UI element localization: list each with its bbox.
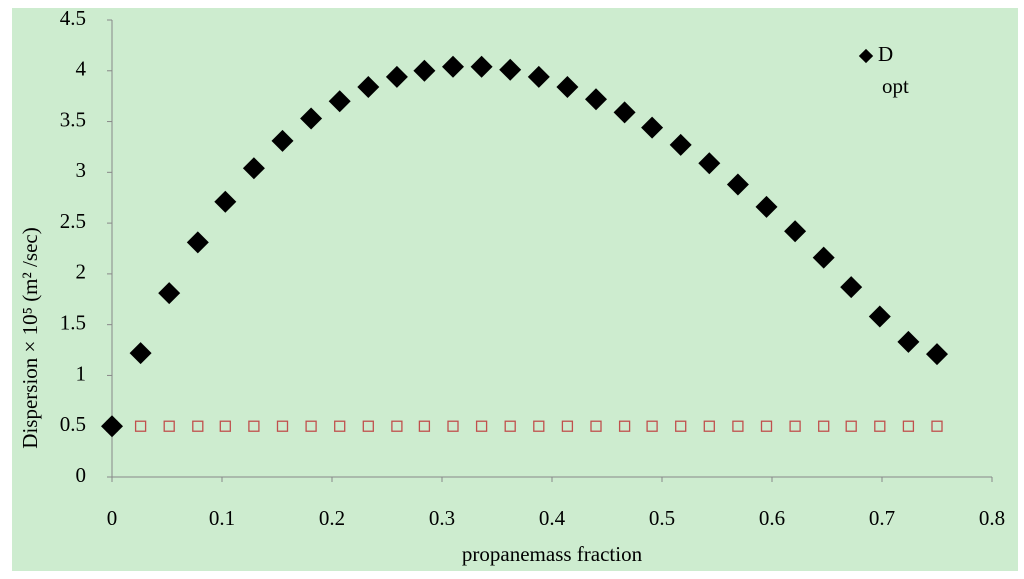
data-point: [499, 58, 522, 81]
data-point: [527, 65, 550, 88]
y-tick-label: 1: [76, 361, 87, 385]
data-point: [760, 420, 773, 432]
data-point: [590, 420, 602, 432]
data-point: [271, 129, 294, 152]
data-point: [646, 420, 658, 432]
data-point: [129, 342, 152, 365]
data-point: [585, 88, 607, 111]
data-point: [902, 420, 915, 432]
data-point: [357, 76, 380, 99]
data-point: [703, 420, 715, 432]
data-point: [755, 195, 778, 218]
data-point: [845, 420, 857, 432]
data-point: [442, 55, 464, 78]
data-point: [186, 231, 209, 254]
x-tick-label: 0.1: [209, 506, 235, 530]
data-point: [618, 420, 631, 432]
x-tick-label: 0.8: [979, 506, 1005, 530]
data-point: [669, 133, 692, 156]
data-point: [732, 420, 744, 432]
data-point: [300, 107, 323, 130]
data-point: [926, 343, 948, 366]
data-point: [931, 420, 943, 432]
data-point: [556, 76, 579, 99]
data-point: [504, 420, 516, 432]
data-point: [868, 305, 891, 328]
y-tick-label: 3.5: [60, 107, 86, 131]
y-tick-label: 0: [76, 463, 87, 487]
data-point: [158, 282, 181, 305]
data-point: [447, 420, 459, 432]
data-point: [362, 420, 374, 432]
data-point: [874, 420, 886, 432]
data-point: [533, 420, 545, 432]
data-point: [840, 276, 863, 299]
data-point: [214, 190, 237, 213]
data-point: [391, 420, 403, 432]
y-tick-label: 4: [76, 57, 87, 81]
data-point: [385, 65, 408, 88]
data-point: [101, 415, 123, 438]
y-axis-label: Dispersion × 10⁵ (m² /sec): [18, 227, 42, 448]
x-tick-label: 0.6: [759, 506, 785, 530]
data-point: [675, 420, 687, 432]
x-tick-label: 0.5: [649, 506, 675, 530]
x-tick-label: 0.3: [429, 506, 455, 530]
data-point: [328, 90, 351, 113]
y-tick-label: 3: [76, 158, 87, 182]
data-point: [818, 420, 830, 432]
data-point: [334, 420, 346, 432]
data-point: [698, 152, 721, 175]
data-point: [413, 59, 436, 82]
data-point: [192, 420, 204, 432]
x-tick-label: 0: [107, 506, 118, 530]
y-tick-label: 0.5: [60, 412, 86, 436]
data-point: [418, 420, 431, 432]
data-point: [726, 173, 749, 196]
data-point: [248, 420, 260, 432]
data-point: [305, 420, 317, 432]
data-point: [163, 420, 175, 432]
data-point: [789, 420, 801, 432]
data-point: [613, 101, 636, 124]
data-point: [897, 330, 920, 353]
y-tick-label: 4.5: [60, 6, 86, 30]
data-point: [784, 220, 807, 243]
data-point: [134, 420, 147, 432]
y-tick-label: 2.5: [60, 209, 86, 233]
legend-marker: [858, 48, 874, 64]
data-point: [812, 246, 835, 269]
data-point: [475, 420, 488, 432]
data-point: [219, 420, 231, 432]
x-tick-label: 0.7: [869, 506, 895, 530]
data-point: [470, 55, 493, 78]
x-tick-label: 0.4: [539, 506, 566, 530]
data-point: [242, 157, 265, 180]
y-tick-label: 2: [76, 260, 87, 284]
data-point: [276, 420, 289, 432]
data-point: [641, 116, 664, 139]
y-tick-label: 1.5: [60, 310, 86, 334]
x-tick-label: 0.2: [319, 506, 345, 530]
data-point: [561, 420, 574, 432]
x-axis-label: propanemass fraction: [462, 542, 643, 566]
